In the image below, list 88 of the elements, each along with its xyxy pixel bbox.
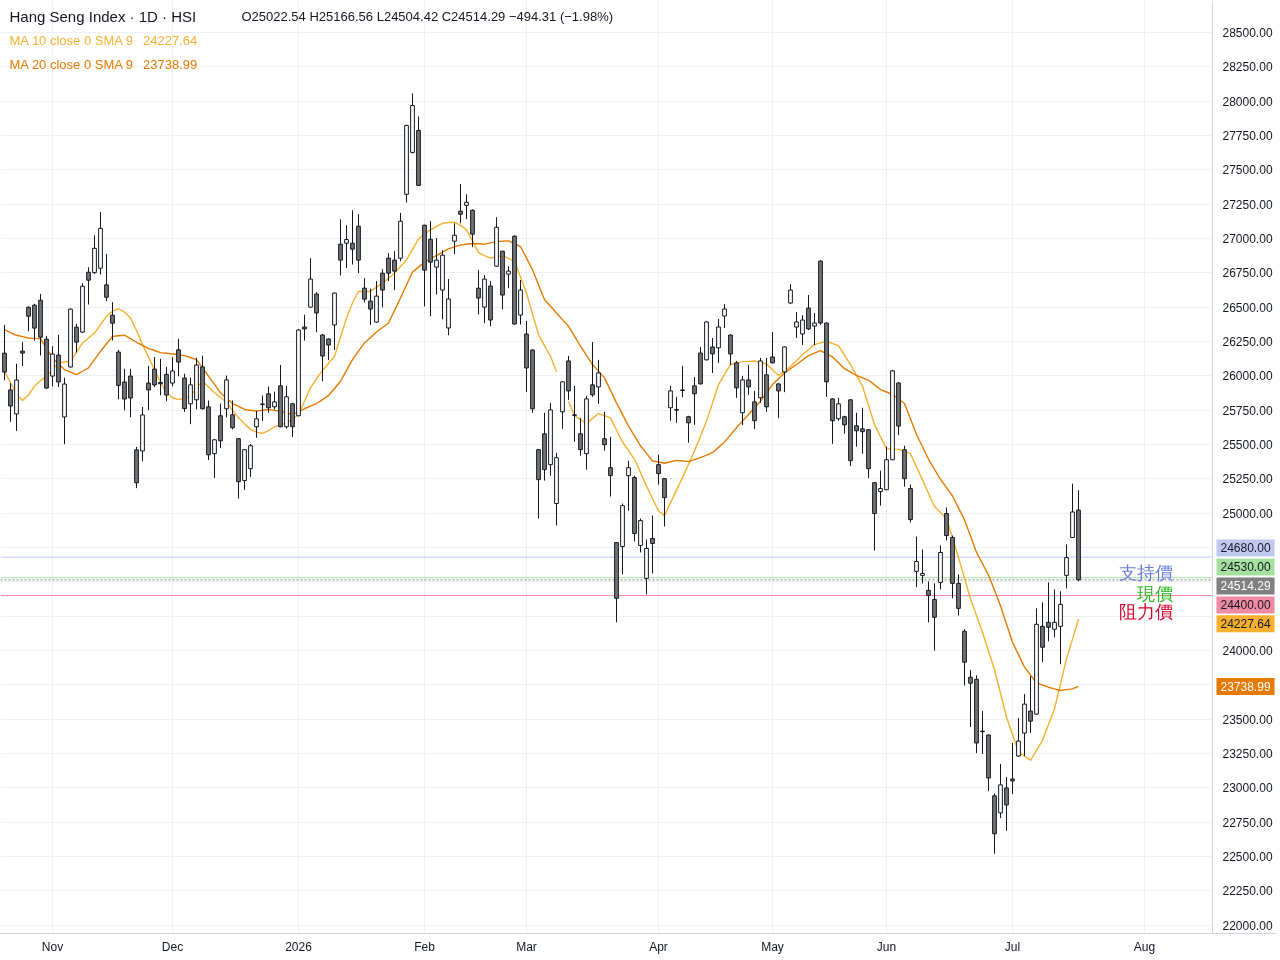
annotation: 24227.64 (143, 32, 198, 48)
x-tick-label: Jul (1004, 939, 1021, 954)
ref-line-label: 阻力價 (1118, 601, 1173, 622)
y-tick-label: 22000.00 (1222, 918, 1273, 933)
candlestick (1064, 543, 1069, 589)
text: 23738.99 (1220, 679, 1271, 694)
candlestick (104, 253, 109, 302)
y-tick-label: 27750.00 (1222, 128, 1273, 143)
annotation: 24514.29 (1220, 579, 1271, 594)
candlestick (338, 218, 343, 277)
candlestick (230, 400, 235, 430)
candlestick (722, 303, 727, 329)
annotation: 24400.00 (1220, 598, 1271, 613)
x-tick-label: Nov (41, 939, 64, 954)
candlestick (452, 222, 457, 255)
candlestick (626, 460, 631, 512)
text: MA 20 close 0 SMA 9 (9, 56, 134, 72)
candlestick (914, 536, 919, 588)
candlestick (926, 580, 931, 623)
candlestick (686, 415, 691, 444)
x-tick-label: Apr (649, 939, 668, 954)
candlestick (302, 314, 307, 342)
y-tick-label: 23000.00 (1222, 781, 1273, 796)
candlestick (362, 277, 367, 303)
x-tick-label: Dec (161, 939, 184, 954)
x-tick-label: Feb (414, 939, 436, 954)
candlestick (692, 376, 697, 426)
y-tick-label: 26500.00 (1222, 300, 1273, 315)
candlestick (770, 331, 775, 364)
annotation: 24530.00 (1220, 560, 1271, 575)
candlestick (254, 410, 259, 439)
candlestick (752, 390, 757, 430)
y-tick-label: 23500.00 (1222, 712, 1273, 727)
x-tick-label: 2026 (285, 939, 313, 954)
text: 24227.64 (1220, 617, 1271, 632)
x-tick-label: Mar (516, 939, 537, 954)
candlestick (1010, 742, 1015, 795)
candlestick (2, 324, 7, 381)
candlestick (662, 477, 667, 527)
annotation: 24680.00 (1220, 541, 1271, 556)
y-tick-label: 26000.00 (1222, 369, 1273, 384)
y-tick-label: 22750.00 (1222, 815, 1273, 830)
candlestick (458, 183, 463, 224)
ref-line-label: 現價 (1136, 583, 1173, 604)
y-tick-label: 22500.00 (1222, 850, 1273, 865)
y-tick-label: 25000.00 (1222, 506, 1273, 521)
candlestick (920, 548, 925, 584)
candlestick (176, 338, 181, 377)
y-tick-label: 26250.00 (1222, 334, 1273, 349)
text: Hang Seng Index · 1D · HSI (9, 7, 197, 25)
candlestick (680, 365, 685, 398)
line-series (3, 240, 1080, 692)
y-tick-label: 27250.00 (1222, 197, 1273, 212)
candlestick (668, 385, 673, 422)
candlestick (110, 301, 115, 341)
annotation: 23738.99 (143, 56, 198, 72)
y-tick-label: 27500.00 (1222, 163, 1273, 178)
candlestick (470, 208, 475, 248)
candlestick (944, 507, 949, 541)
candlestick (674, 396, 679, 424)
y-tick-label: 24000.00 (1222, 644, 1273, 659)
candlestick (602, 411, 607, 452)
ref-line-label: 支持價 (1118, 563, 1173, 584)
candlestick (656, 454, 661, 486)
y-tick-label: 28250.00 (1222, 60, 1273, 75)
y-tick-label: 22250.00 (1222, 884, 1273, 899)
text: O25022.54 H25166.56 L24504.42 C24514.29 −494.31 (−1.98%) (241, 8, 614, 24)
y-tick-label: 25500.00 (1222, 437, 1273, 452)
candlestick (650, 514, 655, 574)
candlestick (464, 193, 469, 220)
y-tick-label: 25750.00 (1222, 403, 1273, 418)
y-tick-label: 27000.00 (1222, 231, 1273, 246)
y-tick-label: 28500.00 (1222, 25, 1273, 40)
x-tick-label: Aug (1133, 939, 1156, 954)
y-tick-label: 26750.00 (1222, 266, 1273, 281)
candlestick (932, 582, 937, 652)
candlestick (608, 436, 613, 498)
y-tick-label: 28000.00 (1222, 94, 1273, 109)
candlestick (776, 382, 781, 419)
candlestick (1016, 717, 1021, 758)
x-tick-label: Jun (876, 939, 897, 954)
candlestick (572, 385, 577, 443)
y-tick-label: 25250.00 (1222, 472, 1273, 487)
x-tick-label: May (761, 939, 784, 954)
candlestick (20, 341, 25, 367)
text: MA 10 close 0 SMA 9 (9, 32, 134, 48)
candlestick (728, 333, 733, 366)
y-tick-label: 23250.00 (1222, 747, 1273, 762)
